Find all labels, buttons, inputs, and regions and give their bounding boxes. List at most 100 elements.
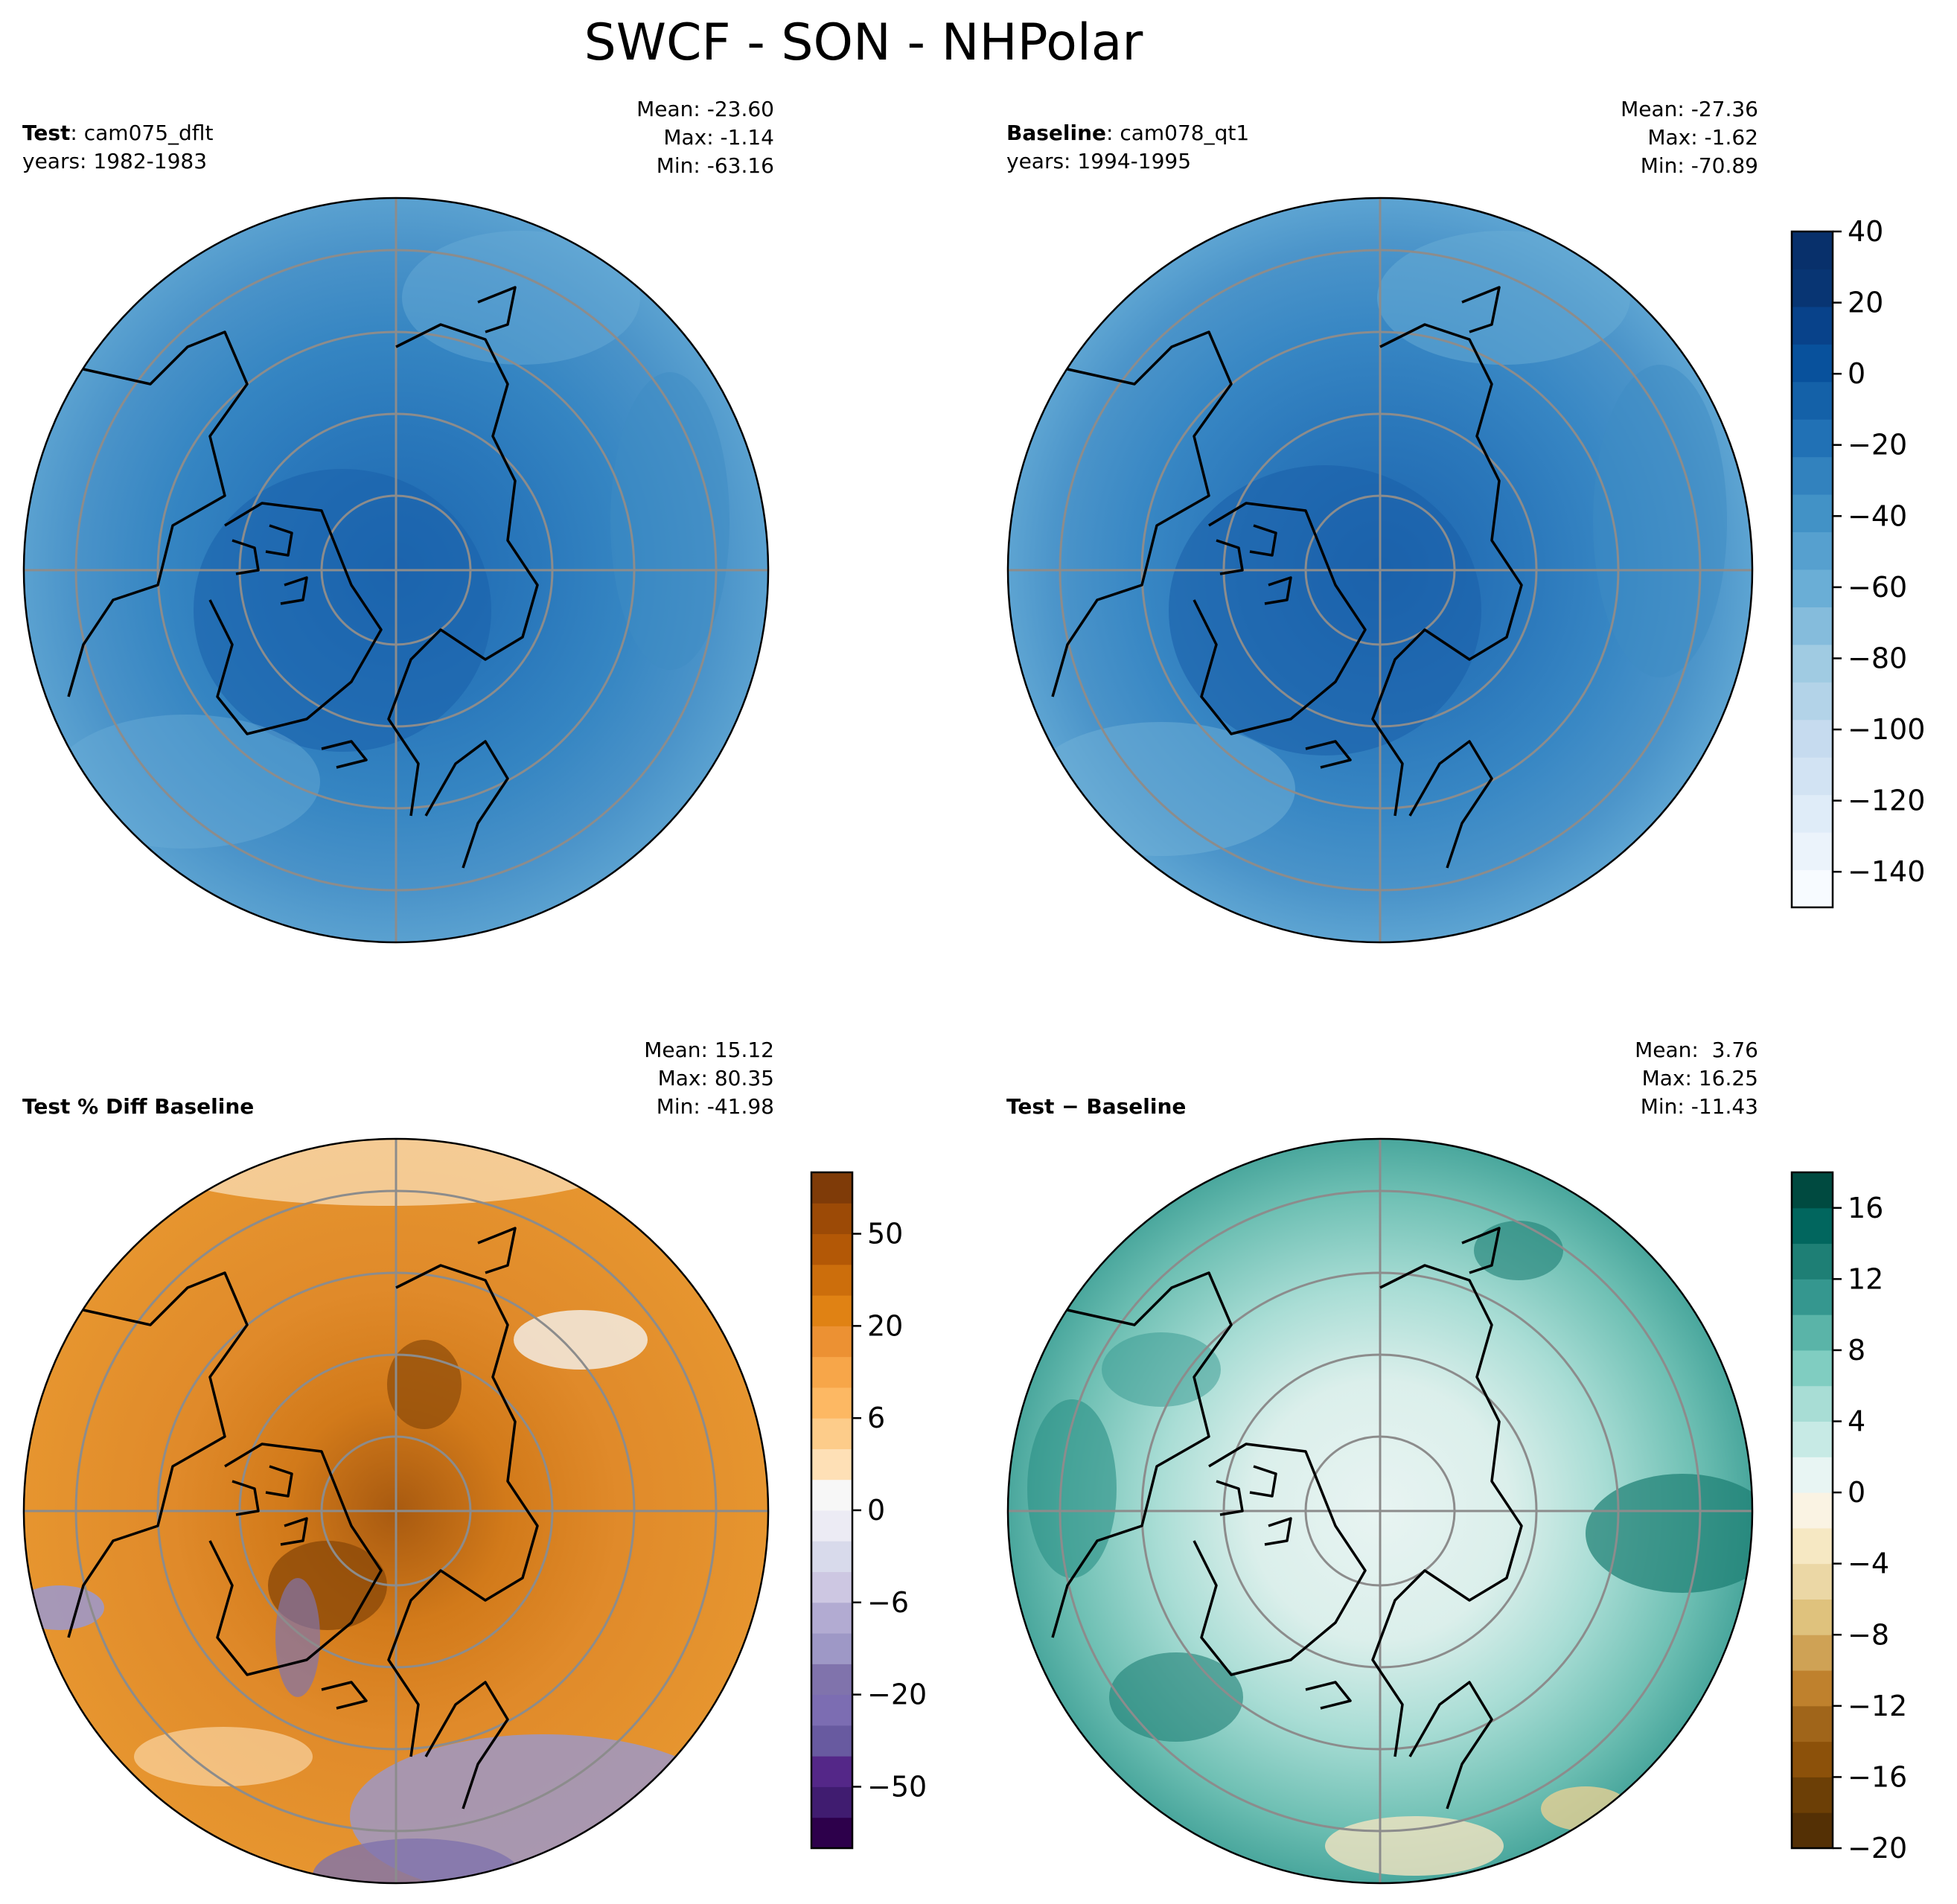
coastline [1408, 740, 1493, 869]
colorbar-tick-label: −4 [1848, 1547, 1889, 1580]
colorbar-tick-label: −20 [1848, 1832, 1907, 1865]
colorbar-segment [1792, 1314, 1833, 1351]
colorbar-segment [811, 1664, 852, 1696]
coastline [280, 1517, 308, 1546]
diff-panel-label: Test − Baseline [1006, 1093, 1186, 1121]
baseline-map-contours [1027, 231, 1727, 856]
diff-colorbar: 16 12 8 4 0 −4 −8 −12 −16 −20 [1790, 1171, 1907, 1865]
colorbar-segment [811, 1756, 852, 1787]
colorbar-segment [1792, 1599, 1833, 1635]
colorbar-tick-label: −120 [1848, 785, 1925, 817]
figure-title: SWCF - SON - NHPolar [584, 13, 1143, 72]
colorbar-segment [1792, 1635, 1833, 1671]
colorbar-segment [811, 1387, 852, 1419]
diff-label-bold: Test − Baseline [1006, 1094, 1187, 1119]
colorbar-segment [1792, 1741, 1833, 1777]
colorbar-tick-label: 6 [867, 1402, 885, 1434]
coastline [1249, 524, 1277, 557]
coastline [280, 576, 308, 605]
colorbar-tick-label: 20 [1848, 287, 1883, 319]
colorbar-segment [811, 1172, 852, 1204]
coastline [208, 1443, 383, 1676]
colorbar-tick-label: 0 [1848, 357, 1865, 390]
colorbar-segment [1792, 1385, 1833, 1422]
colorbar-segment [1792, 569, 1833, 607]
pctdiff-map-gridlines [24, 1139, 768, 1883]
colorbar-segment [811, 1633, 852, 1664]
pctdiff-map [22, 1137, 770, 1885]
coastline [1264, 1517, 1292, 1546]
coastline [1249, 1465, 1277, 1498]
coastline [67, 1271, 249, 1638]
colorbar-segment [1792, 306, 1833, 345]
diff-mean: Mean: 3.76 [1635, 1038, 1758, 1062]
colorbar-segment [811, 1479, 852, 1511]
test-max: Max: -1.14 [663, 125, 774, 150]
colorbar-segment [811, 1786, 852, 1818]
pctdiff-label-bold: Test % Diff Baseline [22, 1094, 255, 1119]
colorbar-segment [1792, 607, 1833, 645]
diff-map [1006, 1137, 1754, 1885]
coastline [1371, 323, 1523, 817]
colorbar-tick-label: 4 [1848, 1405, 1865, 1438]
coastline [1305, 740, 1352, 769]
colorbar-segment [811, 1448, 852, 1480]
colorbar-tick-label: −16 [1848, 1760, 1907, 1793]
coastline [387, 1264, 539, 1757]
colorbar-segment [811, 1264, 852, 1296]
pctdiff-map-coastlines [67, 1227, 539, 1809]
coastline [424, 740, 509, 869]
colorbar-segment [811, 1602, 852, 1634]
diff-stats: Mean: 3.76 Max: 16.25 Min: -11.43 [1535, 1036, 1758, 1121]
pctdiff-mean: Mean: 15.12 [644, 1038, 774, 1062]
colorbar-tick-label: −50 [867, 1770, 927, 1803]
coastline [477, 286, 517, 333]
colorbar-segment [1792, 1172, 1833, 1209]
colorbar-tick-label: 0 [867, 1494, 885, 1527]
test-stats: Mean: -23.60 Max: -1.14 Min: -63.16 [551, 95, 774, 180]
coastline [1461, 286, 1501, 333]
colorbar-segment [811, 1356, 852, 1388]
coastline [387, 323, 539, 817]
coastline [1408, 1681, 1493, 1809]
colorbar-tick-label: 20 [867, 1309, 903, 1342]
baseline-label-case: : cam078_qt1 [1106, 121, 1250, 145]
test-map-gridlines [24, 198, 768, 942]
colorbar-segment [811, 1817, 852, 1849]
coastline [424, 1681, 509, 1809]
baseline-panel-label: Baseline: cam078_qt1 [1006, 119, 1249, 147]
baseline-years: years: 1994-1995 [1006, 149, 1192, 173]
test-label-case: : cam075_dflt [70, 121, 214, 145]
pctdiff-max: Max: 80.35 [657, 1066, 774, 1090]
coastline [1051, 1271, 1233, 1638]
colorbar-tick-label: −6 [867, 1586, 909, 1619]
baseline-map-gridlines [1008, 198, 1752, 942]
pctdiff-map-boundary [22, 1137, 770, 1885]
baseline-mean: Mean: -27.36 [1621, 97, 1758, 121]
colorbar-tick-label: 50 [867, 1218, 903, 1250]
colorbar-segment [1792, 381, 1833, 420]
colorbar-segment [1792, 456, 1833, 495]
test-label-bold: Test [22, 121, 71, 145]
colorbar-segment [1792, 1421, 1833, 1457]
colorbar-tick-label: −100 [1848, 713, 1925, 746]
baseline-map-boundary [1006, 197, 1754, 944]
test-mean: Mean: -23.60 [636, 97, 774, 121]
colorbar-tick-label: 40 [1848, 215, 1883, 248]
coastline [1305, 1681, 1352, 1710]
colorbar-segment [1792, 1243, 1833, 1280]
baseline-stats: Mean: -27.36 Max: -1.62 Min: -70.89 [1535, 95, 1758, 180]
colorbar-segment [1792, 1492, 1833, 1529]
diff-map-contours [1027, 1221, 1752, 1876]
test-map-coastlines [67, 286, 539, 869]
baseline-label-bold: Baseline [1006, 121, 1107, 145]
colorbar-segment [811, 1326, 852, 1358]
colorbar-tick-label: −20 [1848, 429, 1907, 461]
diff-map-boundary [1006, 1137, 1754, 1885]
colorbar-tick-label: −60 [1848, 571, 1907, 604]
coastline [1216, 539, 1244, 575]
colorbar-segment [1792, 269, 1833, 307]
diff-map-gridlines [1008, 1139, 1752, 1883]
colorbar-tick-label: −12 [1848, 1690, 1907, 1722]
